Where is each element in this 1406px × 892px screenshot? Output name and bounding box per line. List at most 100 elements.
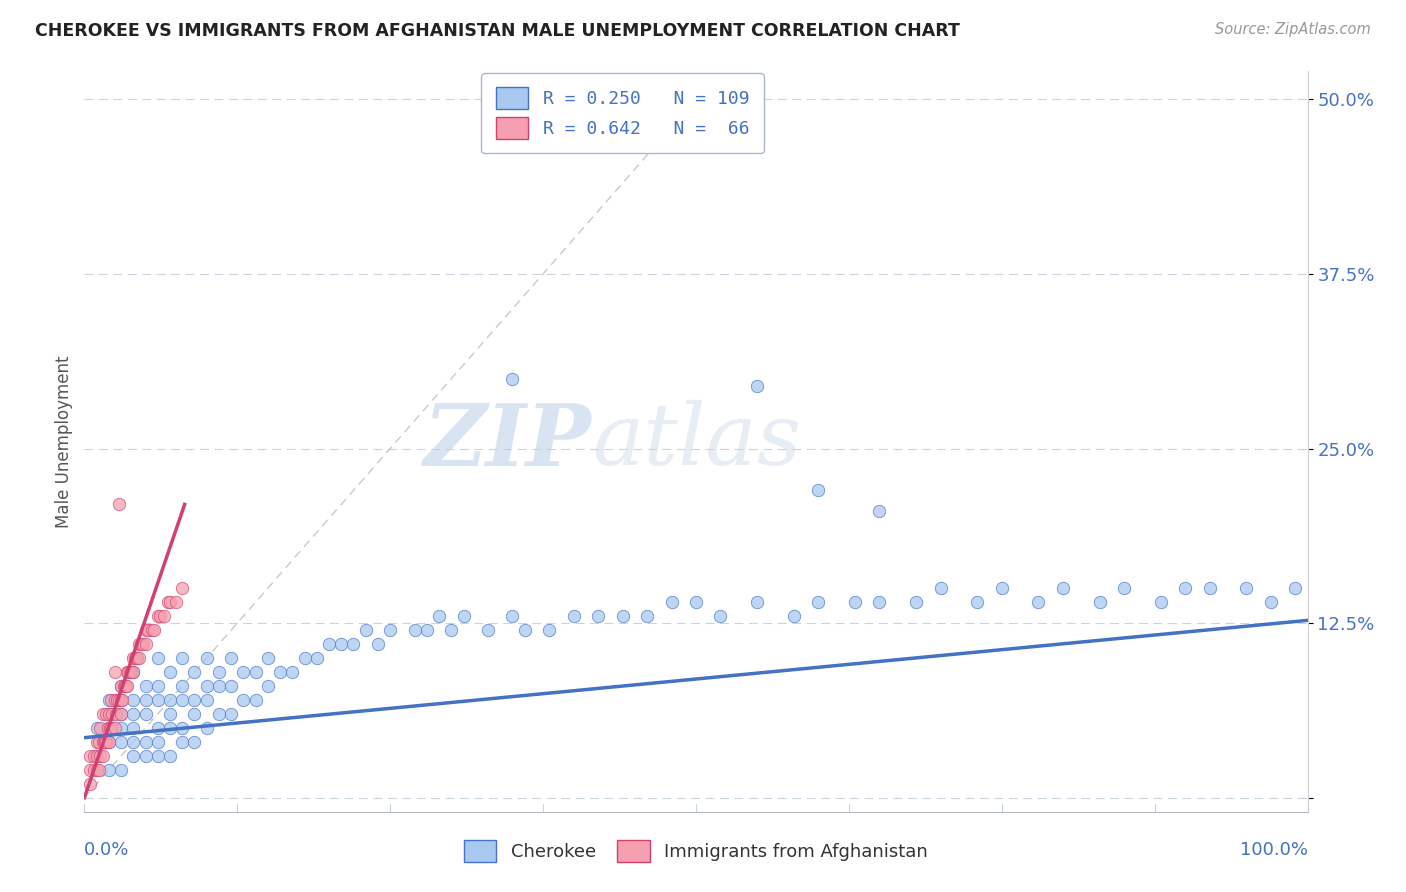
Point	[146, 609, 169, 624]
Point	[159, 721, 181, 735]
Point	[159, 595, 181, 609]
Point	[146, 721, 169, 735]
Legend: Cherokee, Immigrants from Afghanistan: Cherokee, Immigrants from Afghanistan	[457, 833, 935, 870]
Point	[342, 637, 364, 651]
Point	[232, 693, 254, 707]
Point	[747, 595, 769, 609]
Point	[128, 651, 150, 665]
Point	[89, 748, 111, 763]
Point	[135, 623, 157, 637]
Point	[183, 706, 205, 721]
Point	[79, 748, 101, 763]
Point	[330, 637, 353, 651]
Text: ZIP: ZIP	[425, 400, 592, 483]
Point	[86, 735, 108, 749]
Point	[100, 721, 122, 735]
Point	[159, 665, 181, 679]
Point	[120, 665, 142, 679]
Point	[869, 504, 891, 518]
Point	[318, 637, 340, 651]
Point	[97, 706, 120, 721]
Point	[1284, 581, 1306, 595]
Point	[125, 651, 148, 665]
Point	[122, 665, 145, 679]
Point	[135, 679, 157, 693]
Point	[502, 609, 524, 624]
Point	[110, 706, 132, 721]
Point	[97, 763, 120, 777]
Point	[136, 623, 159, 637]
Point	[114, 679, 136, 693]
Point	[97, 706, 120, 721]
Point	[354, 623, 377, 637]
Point	[367, 637, 389, 651]
Point	[440, 623, 463, 637]
Point	[453, 609, 475, 624]
Point	[783, 609, 806, 624]
Point	[269, 665, 291, 679]
Point	[502, 372, 524, 386]
Point	[183, 693, 205, 707]
Point	[98, 721, 121, 735]
Point	[991, 581, 1014, 595]
Point	[159, 693, 181, 707]
Point	[101, 706, 124, 721]
Point	[125, 651, 148, 665]
Point	[129, 637, 152, 651]
Point	[208, 679, 231, 693]
Point	[86, 748, 108, 763]
Point	[110, 693, 132, 707]
Point	[110, 679, 132, 693]
Point	[118, 665, 141, 679]
Point	[219, 651, 242, 665]
Point	[141, 623, 163, 637]
Point	[110, 706, 132, 721]
Point	[245, 693, 267, 707]
Point	[91, 735, 114, 749]
Point	[87, 735, 110, 749]
Point	[562, 609, 585, 624]
Point	[107, 497, 129, 511]
Point	[132, 637, 155, 651]
Point	[156, 595, 179, 609]
Y-axis label: Male Unemployment: Male Unemployment	[55, 355, 73, 528]
Point	[135, 748, 157, 763]
Point	[97, 735, 120, 749]
Point	[143, 623, 166, 637]
Point	[79, 777, 101, 791]
Point	[89, 721, 111, 735]
Point	[612, 609, 634, 624]
Point	[636, 609, 658, 624]
Point	[146, 679, 169, 693]
Point	[146, 693, 169, 707]
Point	[97, 721, 120, 735]
Text: 100.0%: 100.0%	[1240, 841, 1308, 859]
Point	[153, 609, 176, 624]
Text: atlas: atlas	[592, 401, 801, 483]
Point	[135, 735, 157, 749]
Point	[115, 665, 138, 679]
Point	[257, 679, 280, 693]
Point	[122, 721, 145, 735]
Point	[807, 595, 830, 609]
Point	[1174, 581, 1197, 595]
Point	[115, 679, 138, 693]
Point	[110, 763, 132, 777]
Text: Source: ZipAtlas.com: Source: ZipAtlas.com	[1215, 22, 1371, 37]
Point	[305, 651, 328, 665]
Point	[195, 693, 218, 707]
Point	[586, 609, 609, 624]
Point	[183, 665, 205, 679]
Point	[538, 623, 561, 637]
Point	[115, 679, 138, 693]
Point	[104, 693, 127, 707]
Point	[416, 623, 439, 637]
Point	[110, 721, 132, 735]
Point	[1260, 595, 1282, 609]
Point	[1150, 595, 1173, 609]
Point	[91, 706, 114, 721]
Point	[94, 735, 117, 749]
Point	[96, 735, 118, 749]
Point	[404, 623, 426, 637]
Point	[83, 748, 105, 763]
